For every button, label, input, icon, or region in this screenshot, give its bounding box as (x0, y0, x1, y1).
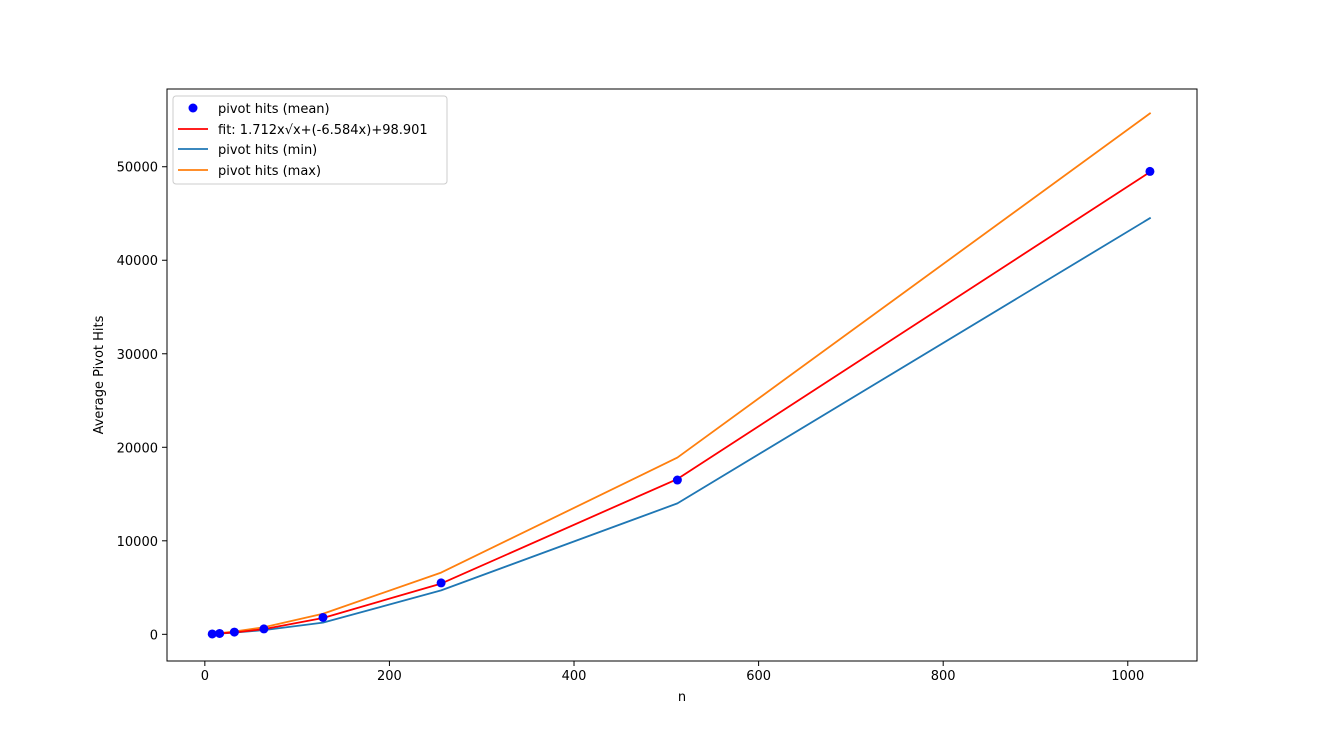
x-axis-label: n (678, 690, 686, 705)
x-tick-label: 400 (562, 669, 587, 684)
legend-label: pivot hits (max) (218, 164, 321, 179)
y-tick-label: 0 (150, 628, 158, 643)
legend: pivot hits (mean) fit: 1.712x√x+(-6.584x)… (172, 95, 448, 185)
legend-label: fit: 1.712x√x+(-6.584x)+98.901 (218, 123, 428, 138)
legend-frame (172, 95, 448, 185)
axes-frame (166, 88, 1198, 662)
x-tick-label: 600 (746, 669, 771, 684)
y-tick-label: 30000 (117, 348, 158, 363)
data-point-mean (259, 624, 269, 634)
y-tick-label: 40000 (117, 254, 158, 269)
series-layer (207, 112, 1155, 639)
x-tick-label: 800 (931, 669, 956, 684)
x-tick-label: 0 (201, 669, 209, 684)
y-axis: 0 10000 20000 30000 40000 50000 (117, 161, 167, 643)
data-point-mean (215, 628, 225, 638)
x-tick-label: 1000 (1111, 669, 1144, 684)
y-tick-label: 20000 (117, 441, 158, 456)
data-point-mean (672, 475, 682, 485)
data-point-mean (318, 612, 328, 622)
y-axis-label: Average Pivot Hits (92, 315, 107, 434)
legend-marker-mean (188, 103, 198, 113)
y-tick-label: 50000 (117, 161, 158, 176)
y-tick-label: 10000 (117, 535, 158, 550)
legend-label: pivot hits (mean) (218, 102, 330, 117)
x-tick-label: 200 (377, 669, 402, 684)
legend-label: pivot hits (min) (218, 143, 317, 158)
x-axis: 0 200 400 600 800 1000 (201, 661, 1144, 684)
data-point-mean (436, 578, 446, 588)
data-point-mean (207, 629, 217, 639)
data-point-mean (229, 627, 239, 637)
data-point-mean (1145, 166, 1155, 176)
